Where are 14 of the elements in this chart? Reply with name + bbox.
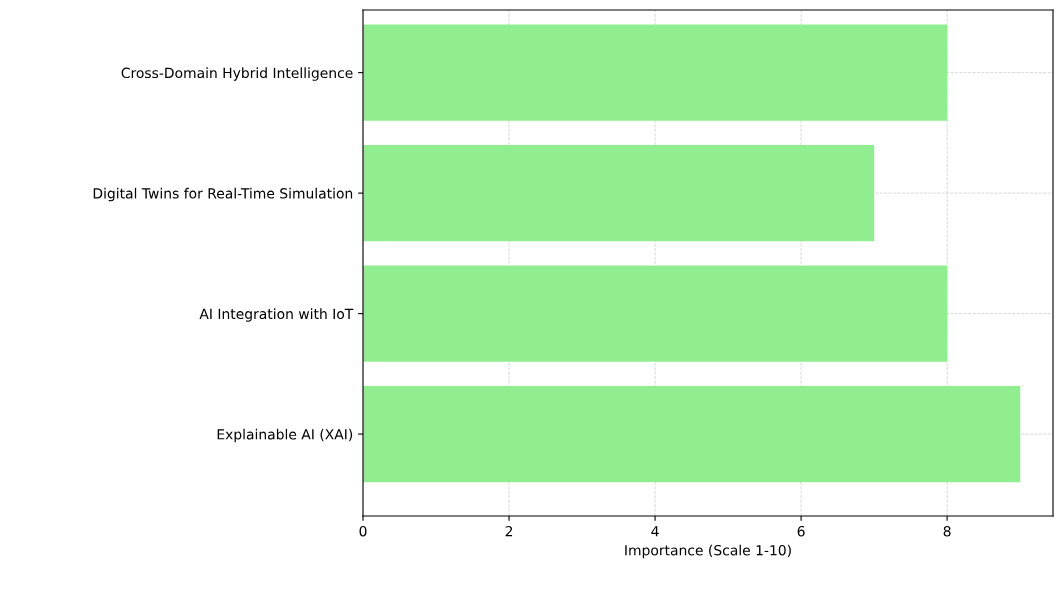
bar [363, 385, 1021, 483]
x-tick-label: 4 [651, 526, 659, 537]
x-tick-label: 8 [943, 525, 951, 537]
bar [363, 144, 875, 242]
y-tick-label: Digital Twins for Real-Time Simulation [93, 187, 353, 202]
bar [363, 265, 948, 362]
x-tick-label: 0 [359, 525, 367, 537]
y-tick-label: AI Integration with IoT [199, 308, 354, 322]
x-tick-label: 6 [797, 525, 805, 537]
x-tick-label: 2 [505, 525, 513, 537]
x-axis-title: Importance (Scale 1-10) [625, 544, 791, 559]
y-tick-label: Cross-Domain Hybrid Intelligence [121, 67, 353, 81]
y-tick-label: Explainable AI (XAI) [217, 428, 353, 443]
bar [363, 24, 948, 121]
